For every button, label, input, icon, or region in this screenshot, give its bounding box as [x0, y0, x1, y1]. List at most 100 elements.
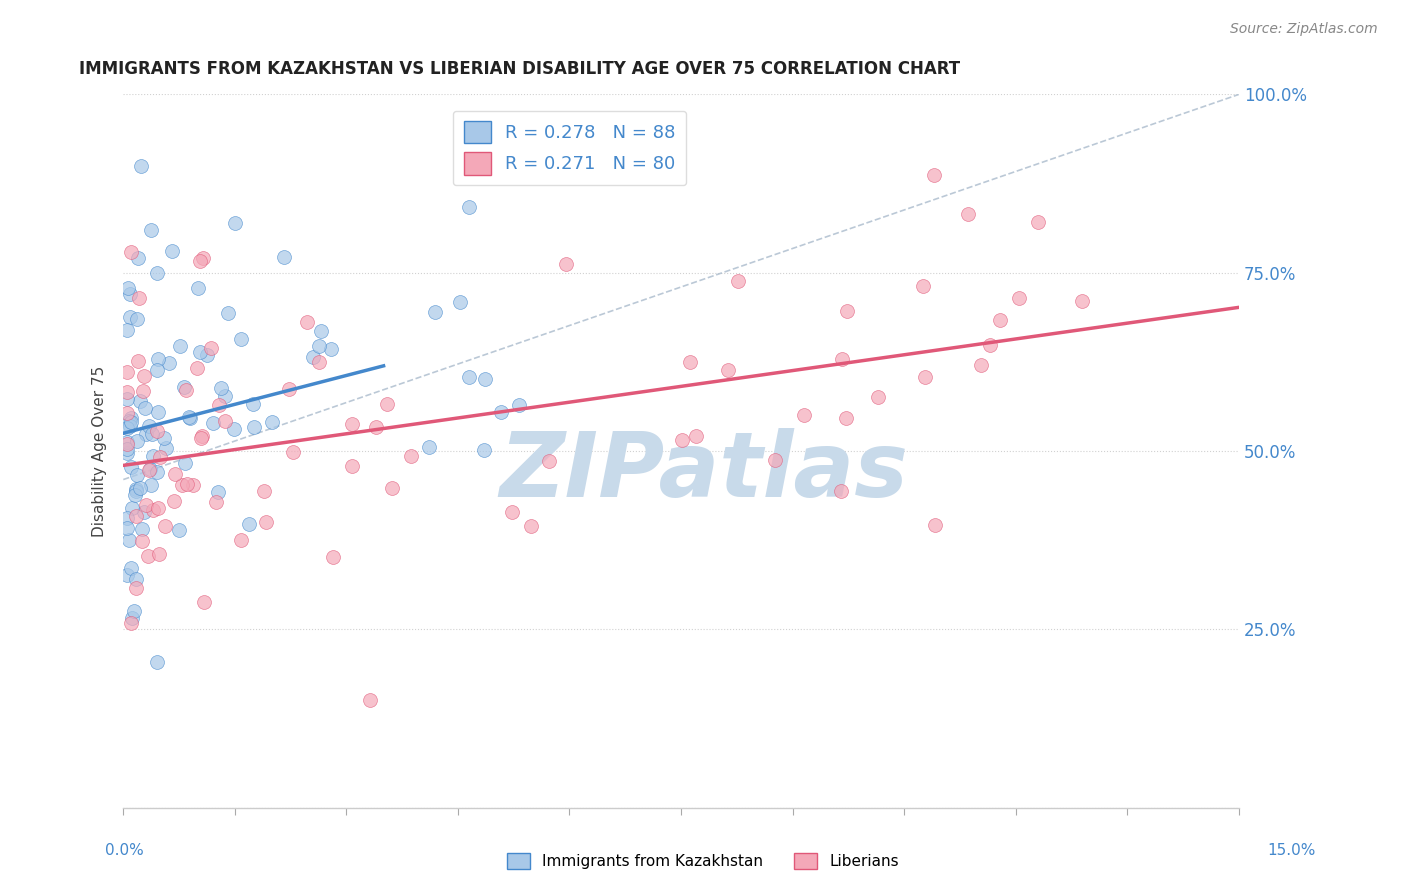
Point: [120, 415, 142, 429]
Point: [957, 207, 980, 221]
Point: [148, 547, 170, 561]
Point: [988, 312, 1011, 326]
Point: [115, 521, 138, 535]
Point: [319, 342, 342, 356]
Point: [201, 416, 224, 430]
Point: [866, 390, 889, 404]
Point: [124, 488, 146, 502]
Point: [139, 477, 162, 491]
Point: [423, 304, 446, 318]
Point: [366, 420, 388, 434]
Point: [120, 410, 142, 425]
Point: [685, 429, 707, 443]
Point: [174, 383, 197, 397]
Point: [214, 414, 236, 428]
Point: [138, 419, 160, 434]
Point: [120, 419, 142, 434]
Point: [375, 397, 398, 411]
Point: [924, 517, 946, 532]
Point: [125, 581, 148, 595]
Point: [508, 398, 530, 412]
Point: [181, 477, 204, 491]
Legend: Immigrants from Kazakhstan, Liberians: Immigrants from Kazakhstan, Liberians: [501, 847, 905, 875]
Point: [115, 392, 138, 407]
Point: [193, 594, 215, 608]
Point: [190, 253, 212, 268]
Point: [831, 351, 853, 366]
Point: [224, 216, 246, 230]
Point: [173, 457, 195, 471]
Point: [727, 274, 749, 288]
Point: [979, 338, 1001, 352]
Point: [501, 505, 523, 519]
Point: [229, 533, 252, 548]
Point: [131, 534, 153, 549]
Point: [121, 611, 143, 625]
Point: [135, 498, 157, 512]
Point: [187, 281, 209, 295]
Point: [186, 361, 208, 376]
Point: [457, 200, 479, 214]
Point: [188, 345, 211, 359]
Point: [120, 561, 142, 575]
Point: [911, 279, 934, 293]
Point: [1070, 294, 1092, 309]
Point: [120, 245, 142, 260]
Point: [209, 381, 232, 395]
Point: [308, 339, 330, 353]
Point: [142, 449, 165, 463]
Point: [169, 339, 191, 353]
Point: [1026, 215, 1049, 229]
Point: [121, 500, 143, 515]
Point: [120, 459, 142, 474]
Point: [1008, 291, 1031, 305]
Point: [115, 406, 138, 420]
Point: [149, 450, 172, 464]
Point: [716, 363, 738, 377]
Point: [200, 341, 222, 355]
Point: [138, 463, 160, 477]
Point: [115, 435, 138, 450]
Y-axis label: Disability Age Over 75: Disability Age Over 75: [93, 366, 107, 537]
Point: [115, 442, 138, 457]
Point: [163, 494, 186, 508]
Point: [214, 389, 236, 403]
Text: 15.0%: 15.0%: [1268, 843, 1316, 857]
Point: [155, 442, 177, 456]
Point: [254, 516, 277, 530]
Point: [458, 369, 481, 384]
Point: [115, 567, 138, 582]
Point: [172, 477, 194, 491]
Point: [205, 494, 228, 508]
Point: [474, 372, 496, 386]
Point: [381, 481, 404, 495]
Point: [399, 449, 422, 463]
Point: [118, 414, 141, 428]
Point: [229, 332, 252, 346]
Point: [191, 429, 214, 443]
Point: [139, 223, 162, 237]
Point: [179, 410, 201, 425]
Legend: R = 0.278   N = 88, R = 0.271   N = 80: R = 0.278 N = 88, R = 0.271 N = 80: [453, 111, 686, 186]
Point: [125, 482, 148, 496]
Point: [671, 433, 693, 447]
Point: [117, 281, 139, 295]
Point: [146, 655, 169, 669]
Point: [127, 251, 149, 265]
Point: [118, 533, 141, 547]
Point: [125, 312, 148, 326]
Point: [295, 314, 318, 328]
Point: [520, 519, 543, 533]
Point: [124, 572, 146, 586]
Point: [134, 505, 156, 519]
Point: [127, 434, 149, 448]
Point: [308, 355, 330, 369]
Point: [207, 398, 229, 412]
Point: [115, 420, 138, 434]
Point: [131, 522, 153, 536]
Point: [474, 443, 496, 458]
Point: [309, 324, 332, 338]
Point: [128, 481, 150, 495]
Point: [127, 354, 149, 368]
Point: [176, 477, 198, 491]
